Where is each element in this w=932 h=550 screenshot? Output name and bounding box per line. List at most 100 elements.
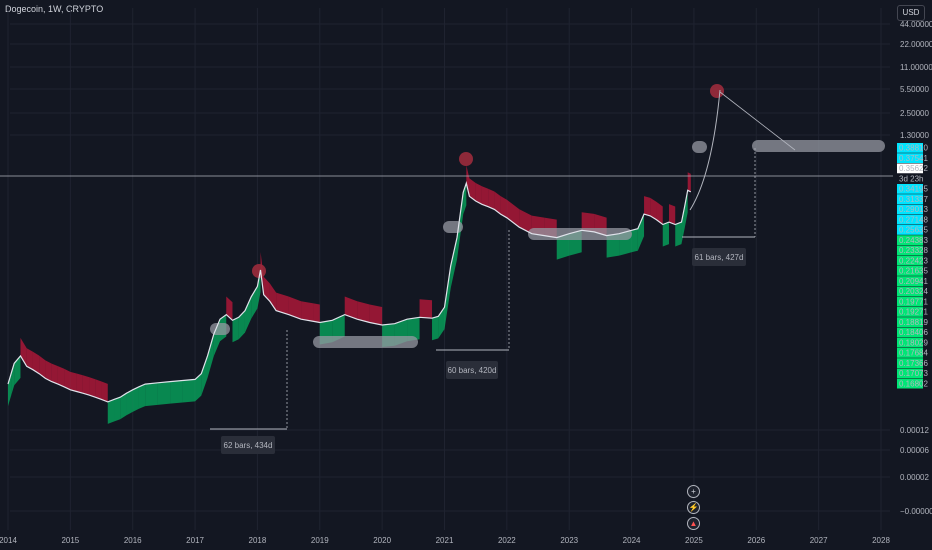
y-tick-1: 22.00000 — [900, 40, 932, 49]
price-label: 0.37541 — [899, 154, 928, 163]
ribbon-seg — [444, 265, 451, 330]
price-label-bg — [897, 225, 923, 235]
price-label: 0.21635 — [899, 267, 928, 276]
x-tick-2025: 2025 — [685, 536, 703, 545]
grid-lines — [7, 8, 890, 530]
price-label-bg — [897, 378, 923, 389]
price-label-bg — [897, 214, 923, 225]
price-label-bg — [897, 266, 923, 276]
price-label-bg — [897, 204, 923, 215]
x-tick-2021: 2021 — [436, 536, 454, 545]
ribbon-seg — [369, 304, 383, 325]
measure-label-0: 62 bars, 434d — [224, 441, 273, 450]
price-label-bg — [897, 255, 923, 266]
ribbon-seg — [120, 393, 127, 420]
ribbon-seg — [506, 199, 520, 228]
ribbon-seg — [288, 296, 302, 320]
currency-button[interactable]: USD — [897, 5, 925, 21]
y-tick-2: 11.00000 — [900, 63, 932, 72]
y-tick-6: 0.00012 — [900, 426, 929, 435]
price-label-bg — [897, 307, 923, 317]
ribbon-seg — [64, 368, 71, 390]
price-label-bg — [897, 235, 923, 245]
ribbon-seg — [201, 355, 208, 396]
lightning-icon[interactable]: ⚡ — [687, 501, 700, 514]
ribbon-seg — [114, 397, 121, 422]
price-label-bg — [897, 163, 923, 174]
price-label: 0.29013 — [899, 205, 928, 214]
price-label: 0.17073 — [899, 369, 928, 378]
ribbon-seg — [650, 197, 657, 220]
price-label-bg — [897, 317, 923, 327]
plus-icon[interactable]: + — [687, 485, 700, 498]
ribbon-seg — [82, 375, 90, 396]
ribbon-seg — [126, 389, 133, 416]
price-label: 0.20941 — [899, 277, 928, 286]
ribbon-seg — [226, 296, 233, 321]
ribbon-seg — [238, 310, 245, 340]
price-label: 0.19271 — [899, 308, 928, 317]
price-label-bg — [897, 296, 923, 307]
x-tick-2024: 2024 — [623, 536, 641, 545]
price-label: 0.17366 — [899, 359, 928, 368]
peak-marker-2 — [710, 84, 724, 98]
ribbon-seg — [57, 366, 65, 387]
range-pill-4 — [692, 141, 707, 153]
ribbon-seg — [170, 380, 183, 404]
range-pill-0 — [210, 323, 230, 335]
ribbon-seg — [32, 351, 40, 374]
price-label: 0.25635 — [899, 226, 928, 235]
ribbon-seg — [76, 373, 83, 394]
price-label-bg — [897, 276, 923, 286]
price-series — [7, 181, 692, 403]
ribbon-seg — [357, 301, 370, 323]
measure-box-2 — [692, 248, 746, 266]
price-label-bg — [897, 173, 923, 184]
ribbon-seg — [332, 314, 345, 343]
measure-boxes: 62 bars, 434d 60 bars, 420d 61 bars, 427d — [210, 148, 756, 454]
price-label: 0.17684 — [899, 349, 928, 358]
ribbon-seg — [687, 172, 691, 192]
measure-box-0 — [221, 436, 275, 454]
price-label-bg — [897, 368, 923, 379]
price-label: 0.16802 — [899, 379, 928, 388]
ribbon-seg — [51, 363, 58, 385]
ribbon-seg — [519, 209, 532, 234]
ribbon-seg — [157, 381, 171, 405]
projection-line — [719, 91, 796, 151]
ribbon-seg — [656, 201, 663, 225]
price-label: 0.31337 — [899, 195, 928, 204]
x-tick-2015: 2015 — [61, 536, 79, 545]
ribbon-seg — [407, 317, 420, 342]
ribbon-seg — [138, 384, 146, 409]
y-tick-9: −0.00000 — [900, 507, 932, 516]
ribbon-seg — [475, 183, 482, 205]
measure-label-1: 60 bars, 420d — [448, 366, 497, 375]
price-label-bg — [897, 245, 923, 256]
price-label: 0.19771 — [899, 297, 928, 306]
ribbon-seg — [26, 348, 33, 370]
ribbon-seg — [269, 283, 277, 311]
price-label-bg — [897, 153, 923, 163]
price-label: 0.34195 — [899, 185, 928, 194]
ribbon-seg — [631, 228, 638, 253]
price-label-bg — [897, 143, 923, 153]
ribbon-seg — [95, 379, 102, 400]
peak-marker-1 — [459, 152, 473, 166]
flag-icon[interactable]: ▲ — [687, 517, 700, 530]
price-label-bg — [897, 184, 923, 194]
ribbon-seg — [644, 196, 651, 216]
x-tick-2027: 2027 — [810, 536, 828, 545]
range-pill-5 — [752, 140, 885, 152]
ribbon-seg — [662, 222, 669, 247]
price-label-bg — [897, 337, 923, 348]
ribbon-seg — [419, 299, 433, 319]
ribbon-seg — [466, 165, 470, 197]
price-label: 0.24383 — [899, 236, 928, 245]
ribbon-seg — [14, 355, 21, 386]
ribbon-seg — [637, 214, 645, 251]
price-label-bg — [897, 358, 923, 368]
price-label: 0.35622 — [899, 164, 928, 173]
